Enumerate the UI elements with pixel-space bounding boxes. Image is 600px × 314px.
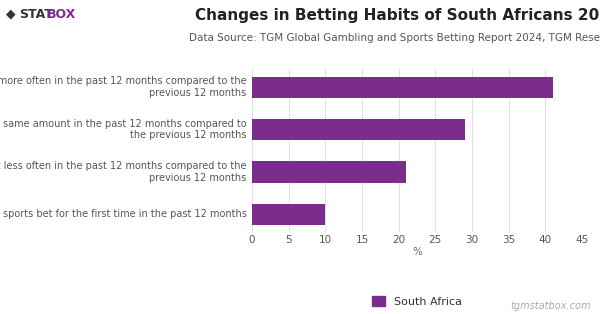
Bar: [252, 204, 325, 225]
Text: STAT: STAT: [19, 8, 53, 21]
Bar: [252, 161, 406, 182]
Text: tgmstatbox.com: tgmstatbox.com: [511, 301, 591, 311]
Bar: [252, 77, 553, 98]
Legend: South Africa: South Africa: [367, 292, 467, 312]
X-axis label: %: %: [412, 246, 422, 257]
Text: ◆: ◆: [6, 8, 16, 21]
Text: BOX: BOX: [47, 8, 76, 21]
Text: Data Source: TGM Global Gambling and Sports Betting Report 2024, TGM Research.: Data Source: TGM Global Gambling and Spo…: [190, 33, 600, 43]
Text: Changes in Betting Habits of South Africans 2024: Changes in Betting Habits of South Afric…: [195, 8, 600, 23]
Bar: [252, 119, 464, 140]
